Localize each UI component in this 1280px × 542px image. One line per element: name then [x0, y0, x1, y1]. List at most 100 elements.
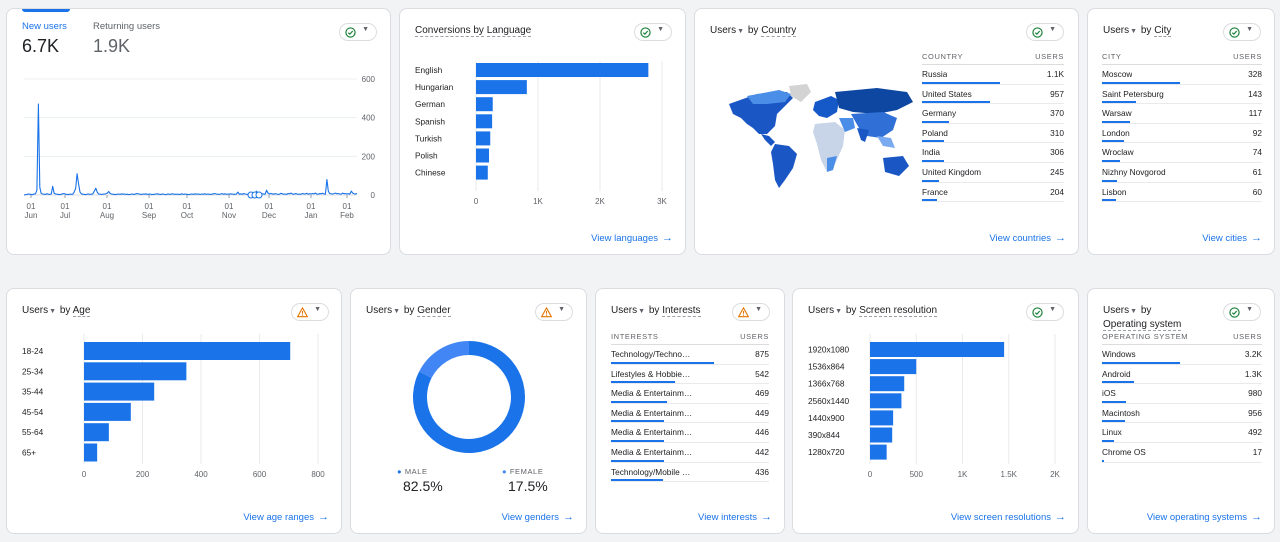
data-quality-warning-button[interactable]: ▼: [291, 303, 329, 321]
row-label: Russia: [922, 69, 948, 79]
x-tick-month: Jun: [25, 211, 38, 220]
title-metric[interactable]: Users: [366, 305, 393, 316]
table-row[interactable]: Warsaw 117: [1102, 104, 1262, 124]
caret-down-icon[interactable]: ▼: [737, 28, 745, 35]
title-dimension[interactable]: Language: [486, 25, 532, 37]
table-row[interactable]: Moscow 328: [1102, 65, 1262, 85]
data-quality-button[interactable]: ▼: [1026, 23, 1064, 41]
column-header-users[interactable]: USERS: [1233, 332, 1262, 341]
table-row[interactable]: Media & Entertainme… 446: [611, 423, 769, 443]
row-share-bar: [1102, 199, 1117, 202]
view-screen-resolutions-link[interactable]: View screen resolutions →: [951, 511, 1066, 523]
arrow-right-icon: →: [318, 511, 329, 523]
title-dimension[interactable]: Screen resolution: [859, 305, 938, 317]
data-quality-button[interactable]: ▼: [634, 23, 672, 41]
table-row[interactable]: Windows 3.2K: [1102, 345, 1262, 365]
view-interests-link[interactable]: View interests →: [698, 511, 772, 523]
card-title: Users▼ by Operating system: [1103, 304, 1182, 331]
title-dimension[interactable]: Country: [761, 25, 797, 37]
data-quality-button[interactable]: ▼: [1026, 303, 1064, 321]
column-header-users[interactable]: USERS: [1035, 52, 1064, 61]
column-header-users[interactable]: USERS: [740, 332, 769, 341]
table-row[interactable]: Media & Entertainme… 469: [611, 384, 769, 404]
table-row[interactable]: Nizhny Novgorod 61: [1102, 163, 1262, 183]
table-row[interactable]: Wroclaw 74: [1102, 143, 1262, 163]
table-row[interactable]: Russia 1.1K: [922, 65, 1064, 85]
data-quality-warning-button[interactable]: ▼: [535, 303, 573, 321]
data-quality-warning-button[interactable]: ▼: [732, 303, 770, 321]
row-label: Windows: [1102, 349, 1136, 359]
title-metric[interactable]: Users: [1103, 25, 1130, 36]
caret-down-icon[interactable]: ▼: [638, 308, 646, 315]
table-row[interactable]: Android 1.3K: [1102, 365, 1262, 385]
bar: [84, 362, 187, 381]
table-row[interactable]: France 204: [922, 183, 1064, 203]
title-dimension[interactable]: Operating system: [1103, 319, 1182, 331]
table-row[interactable]: Media & Entertainme… 449: [611, 404, 769, 424]
table-row[interactable]: Technology/Technop… 875: [611, 345, 769, 365]
table-row[interactable]: Poland 310: [922, 124, 1064, 144]
table-row[interactable]: Lifestyles & Hobbies… 542: [611, 365, 769, 385]
title-metric[interactable]: Users: [22, 305, 49, 316]
data-quality-button[interactable]: ▼: [1223, 303, 1261, 321]
title-dimension[interactable]: Gender: [417, 305, 451, 317]
column-header-users[interactable]: USERS: [1233, 52, 1262, 61]
row-share-bar: [1102, 459, 1104, 462]
row-label: Media & Entertainme…: [611, 427, 693, 438]
row-value: 980: [1248, 388, 1262, 399]
tab-new-users[interactable]: New users 6.7K: [22, 21, 70, 57]
view-countries-link[interactable]: View countries →: [989, 232, 1066, 244]
table-row[interactable]: Technology/Mobile E… 436: [611, 463, 769, 483]
caret-down-icon[interactable]: ▼: [1130, 308, 1138, 315]
data-quality-button[interactable]: ▼: [1223, 23, 1261, 41]
title-metric[interactable]: Users: [710, 25, 737, 36]
table-row[interactable]: United Kingdom 245: [922, 163, 1064, 183]
view-operating-systems-link[interactable]: View operating systems →: [1147, 511, 1262, 523]
column-header-city[interactable]: CITY: [1102, 52, 1122, 61]
table-row[interactable]: Linux 492: [1102, 423, 1262, 443]
caret-down-icon[interactable]: ▼: [49, 308, 57, 315]
view-languages-link[interactable]: View languages →: [591, 232, 673, 244]
column-header-interests[interactable]: INTERESTS: [611, 332, 659, 341]
table-row[interactable]: India 306: [922, 143, 1064, 163]
table-row[interactable]: Macintosh 956: [1102, 404, 1262, 424]
view-genders-link[interactable]: View genders →: [502, 511, 574, 523]
table-row[interactable]: Lisbon 60: [1102, 183, 1262, 203]
table-row[interactable]: United States 957: [922, 85, 1064, 105]
language-bar-chart: 0 1K 2K 3K English Hungarian German Spanish Turk…: [415, 61, 668, 206]
column-header-country[interactable]: COUNTRY: [922, 52, 964, 61]
age-bar-chart: 0 200 400 600 800 18-24 25-34 35-44 45-54 55-64 65…: [22, 334, 325, 479]
view-cities-link[interactable]: View cities →: [1202, 232, 1262, 244]
title-dimension[interactable]: Age: [72, 305, 91, 317]
table-row[interactable]: London 92: [1102, 124, 1262, 144]
table-row[interactable]: Saint Petersburg 143: [1102, 85, 1262, 105]
check-circle-icon: [1229, 27, 1240, 38]
row-label: Lisbon: [1102, 186, 1127, 197]
title-metric[interactable]: Users: [611, 305, 638, 316]
title-dimension[interactable]: Interests: [662, 305, 701, 317]
map-asia: [851, 112, 897, 138]
gender-donut-chart[interactable]: [351, 289, 587, 459]
data-quality-button[interactable]: ▼: [339, 23, 377, 41]
column-header-os[interactable]: OPERATING SYSTEM: [1102, 332, 1189, 341]
view-age-ranges-link[interactable]: View age ranges →: [243, 511, 329, 523]
caret-down-icon[interactable]: ▼: [835, 308, 843, 315]
table-row[interactable]: iOS 980: [1102, 384, 1262, 404]
tab-returning-users[interactable]: Returning users 1.9K: [93, 21, 160, 57]
interests-card: Users▼ by Interests ▼ INTERESTS USERS Tec…: [595, 288, 785, 534]
title-metric[interactable]: Conversions by: [415, 25, 484, 37]
caret-down-icon[interactable]: ▼: [1130, 28, 1138, 35]
title-dimension[interactable]: City: [1154, 25, 1172, 37]
row-value: 204: [1050, 186, 1064, 197]
table-row[interactable]: Chrome OS 17: [1102, 443, 1262, 463]
title-metric[interactable]: Users: [1103, 305, 1130, 316]
table-row[interactable]: Germany 370: [922, 104, 1064, 124]
title-metric[interactable]: Users: [808, 305, 835, 316]
chevron-down-icon: ▼: [314, 306, 321, 313]
caret-down-icon[interactable]: ▼: [393, 308, 401, 315]
world-map[interactable]: [727, 84, 917, 194]
table-row[interactable]: Media & Entertainme… 442: [611, 443, 769, 463]
tab-label: New users: [22, 21, 67, 32]
chevron-down-icon: ▼: [1049, 26, 1056, 33]
map-africa-south: [827, 156, 837, 172]
